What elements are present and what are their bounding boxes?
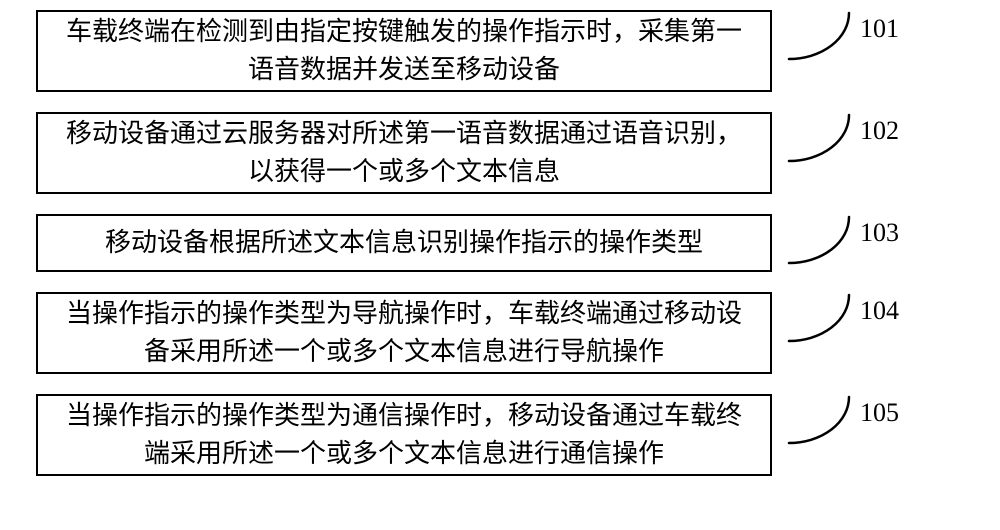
step-box-101: 车载终端在检测到由指定按键触发的操作指示时，采集第一语音数据并发送至移动设备 xyxy=(36,10,772,92)
step-box-104: 当操作指示的操作类型为导航操作时，车载终端通过移动设备采用所述一个或多个文本信息… xyxy=(36,292,772,374)
step-text: 当操作指示的操作类型为导航操作时，车载终端通过移动设备采用所述一个或多个文本信息… xyxy=(54,295,754,370)
step-label-103: 103 xyxy=(860,218,899,248)
step-text: 车载终端在检测到由指定按键触发的操作指示时，采集第一语音数据并发送至移动设备 xyxy=(54,13,754,88)
step-connector-105 xyxy=(786,394,852,446)
step-text: 移动设备根据所述文本信息识别操作指示的操作类型 xyxy=(54,224,754,262)
flowchart-canvas: 车载终端在检测到由指定按键触发的操作指示时，采集第一语音数据并发送至移动设备 1… xyxy=(0,0,1000,530)
step-label-104: 104 xyxy=(860,296,899,326)
step-box-102: 移动设备通过云服务器对所述第一语音数据通过语音识别，以获得一个或多个文本信息 xyxy=(36,112,772,194)
step-connector-103 xyxy=(786,214,852,266)
step-label-105: 105 xyxy=(860,398,899,428)
step-box-105: 当操作指示的操作类型为通信操作时，移动设备通过车载终端采用所述一个或多个文本信息… xyxy=(36,394,772,476)
step-connector-101 xyxy=(786,10,852,62)
step-box-103: 移动设备根据所述文本信息识别操作指示的操作类型 xyxy=(36,214,772,272)
step-label-101: 101 xyxy=(860,14,899,44)
step-connector-104 xyxy=(786,292,852,344)
step-label-102: 102 xyxy=(860,116,899,146)
step-text: 当操作指示的操作类型为通信操作时，移动设备通过车载终端采用所述一个或多个文本信息… xyxy=(54,397,754,472)
step-connector-102 xyxy=(786,112,852,164)
step-text: 移动设备通过云服务器对所述第一语音数据通过语音识别，以获得一个或多个文本信息 xyxy=(54,115,754,190)
